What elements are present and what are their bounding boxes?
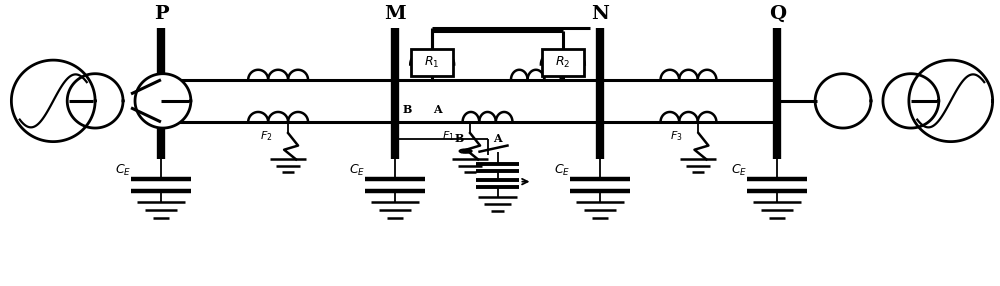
Text: P: P <box>154 5 168 23</box>
Text: $R_1$: $R_1$ <box>424 55 440 70</box>
Text: Q: Q <box>769 5 786 23</box>
Text: $F_3$: $F_3$ <box>670 129 683 143</box>
Text: N: N <box>591 5 609 23</box>
Polygon shape <box>815 74 871 128</box>
Bar <box>542 49 584 76</box>
Text: $C_E$: $C_E$ <box>554 163 570 178</box>
Text: M: M <box>384 5 406 23</box>
Text: B: B <box>403 104 412 115</box>
Text: $C_E$: $C_E$ <box>731 163 747 178</box>
Text: $F_1$: $F_1$ <box>442 129 454 143</box>
Text: $C_E$: $C_E$ <box>115 163 131 178</box>
Polygon shape <box>11 60 95 142</box>
Polygon shape <box>883 74 939 128</box>
Polygon shape <box>909 60 993 142</box>
Polygon shape <box>67 74 123 128</box>
Text: $C_E$: $C_E$ <box>349 163 365 178</box>
Text: B: B <box>455 133 464 144</box>
Text: $R_2$: $R_2$ <box>555 55 570 70</box>
Text: $F_2$: $F_2$ <box>260 129 272 143</box>
Polygon shape <box>135 74 191 128</box>
Text: A: A <box>493 133 502 144</box>
Text: A: A <box>433 104 441 115</box>
Bar <box>411 49 453 76</box>
